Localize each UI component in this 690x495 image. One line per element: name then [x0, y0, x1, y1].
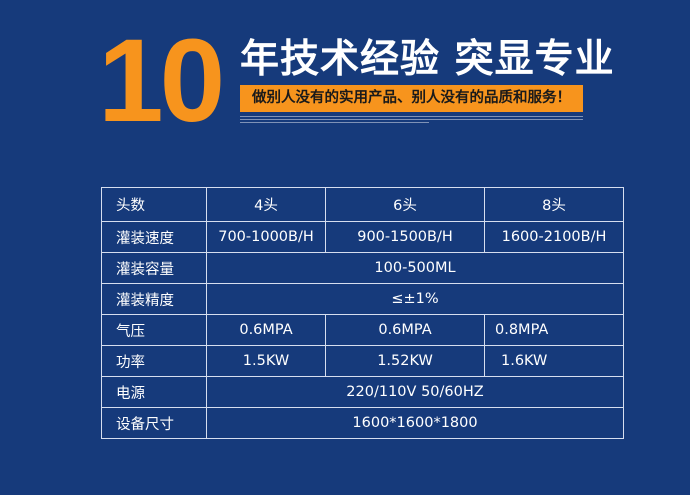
ten-years-number: 10	[98, 15, 225, 147]
cell: 100-500ML	[206, 252, 624, 284]
cell: 900-1500B/H	[325, 221, 485, 253]
cell: ≤±1%	[206, 283, 624, 315]
table-row: 气压 0.6MPA 0.6MPA 0.8MPA	[101, 314, 624, 346]
headline: 年技术经验 突显专业	[240, 37, 615, 82]
table-row: 灌装精度 ≤±1%	[101, 283, 624, 315]
row-label: 气压	[101, 314, 207, 346]
cell: 0.8MPA	[484, 314, 624, 346]
cell: 220/110V 50/60HZ	[206, 376, 624, 408]
cell: 1.52KW	[325, 345, 485, 377]
table-header-row: 头数 4头 6头 8头	[101, 187, 624, 222]
header-cell: 头数	[101, 187, 207, 222]
row-label: 电源	[101, 376, 207, 408]
row-label: 灌装精度	[101, 283, 207, 315]
spec-table: 头数 4头 6头 8头 灌装速度 700-1000B/H 900-1500B/H…	[101, 187, 624, 439]
row-label: 设备尺寸	[101, 407, 207, 439]
header-cell: 4头	[206, 187, 326, 222]
table-row: 功率 1.5KW 1.52KW 1.6KW	[101, 345, 624, 377]
cell: 0.6MPA	[325, 314, 485, 346]
slogan-banner: 做别人没有的实用产品、别人没有的品质和服务！	[240, 85, 583, 112]
table-row: 设备尺寸 1600*1600*1800	[101, 407, 624, 439]
table-row: 灌装速度 700-1000B/H 900-1500B/H 1600-2100B/…	[101, 221, 624, 253]
row-label: 功率	[101, 345, 207, 377]
cell: 700-1000B/H	[206, 221, 326, 253]
cell: 1600*1600*1800	[206, 407, 624, 439]
decorative-fine-text	[240, 116, 583, 126]
row-label: 灌装容量	[101, 252, 207, 284]
cell: 0.6MPA	[206, 314, 326, 346]
table-row: 灌装容量 100-500ML	[101, 252, 624, 284]
header-cell: 6头	[325, 187, 485, 222]
row-label: 灌装速度	[101, 221, 207, 253]
cell: 1600-2100B/H	[484, 221, 624, 253]
cell: 1.5KW	[206, 345, 326, 377]
table-row: 电源 220/110V 50/60HZ	[101, 376, 624, 408]
header-cell: 8头	[484, 187, 624, 222]
cell: 1.6KW	[484, 345, 624, 377]
